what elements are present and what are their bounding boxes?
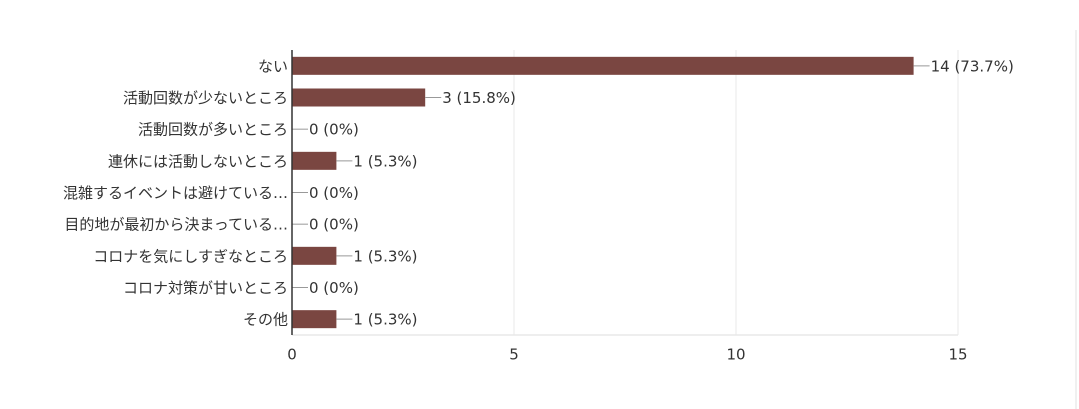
bar <box>292 246 337 265</box>
value-label: 0 (0%) <box>309 216 359 234</box>
value-label: 1 (5.3%) <box>353 247 417 265</box>
value-label: 1 (5.3%) <box>353 152 417 170</box>
value-label: 14 (73.7%) <box>931 57 1014 75</box>
y-tick-label: 目的地が最初から決まっている… <box>64 216 288 234</box>
value-label: 0 (0%) <box>309 121 359 139</box>
value-label: 0 (0%) <box>309 184 359 202</box>
bar <box>292 88 426 107</box>
x-tick-label: 10 <box>726 346 745 364</box>
value-label: 1 (5.3%) <box>353 311 417 329</box>
bar <box>292 310 337 329</box>
y-tick-label: コロナ対策が甘いところ <box>123 279 288 297</box>
y-tick-label: 活動回数が少ないところ <box>123 89 288 107</box>
y-tick-label: その他 <box>243 311 288 329</box>
y-tick-label: 活動回数が多いところ <box>138 121 288 139</box>
y-tick-label: 混雑するイベントは避けている… <box>63 184 288 202</box>
value-label: 3 (15.8%) <box>442 89 516 107</box>
x-tick-label: 5 <box>509 346 519 364</box>
value-label: 0 (0%) <box>309 279 359 297</box>
y-tick-label: ない <box>258 57 288 75</box>
y-tick-label: 連休には活動しないところ <box>108 152 288 170</box>
x-tick-label: 0 <box>287 346 297 364</box>
bar <box>292 56 914 75</box>
bar <box>292 151 337 170</box>
x-tick-label: 15 <box>948 346 967 364</box>
y-tick-label: コロナを気にしすぎなところ <box>93 247 288 265</box>
